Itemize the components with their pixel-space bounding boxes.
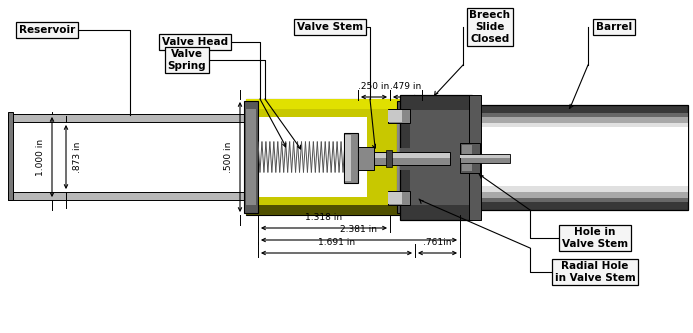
Bar	[397, 109, 407, 205]
Bar	[386, 150, 392, 167]
Text: Barrel: Barrel	[596, 22, 632, 32]
Bar	[248, 109, 407, 205]
Text: .479 in: .479 in	[390, 82, 421, 91]
Bar	[244, 101, 258, 213]
Text: 2.381 in: 2.381 in	[340, 225, 378, 234]
Bar	[477, 129, 688, 186]
Bar	[8, 112, 13, 200]
Bar	[477, 113, 688, 202]
Text: .500 in: .500 in	[224, 141, 233, 173]
Bar	[246, 99, 409, 109]
Text: 1.318 in: 1.318 in	[306, 213, 342, 222]
Bar	[388, 191, 410, 205]
Bar	[8, 114, 248, 122]
Text: .873 in: .873 in	[73, 141, 82, 173]
Bar	[400, 148, 472, 170]
Bar	[469, 95, 481, 220]
Bar	[8, 192, 248, 200]
Text: 1.000 in: 1.000 in	[36, 139, 45, 175]
Bar	[254, 117, 367, 197]
Bar	[388, 109, 410, 123]
Text: Reservoir: Reservoir	[19, 25, 75, 35]
Text: Valve Head: Valve Head	[162, 37, 228, 47]
Bar	[477, 117, 688, 198]
Bar	[460, 143, 480, 173]
Bar	[460, 155, 510, 158]
Text: .250 in: .250 in	[358, 82, 389, 91]
Bar	[477, 123, 688, 192]
Text: Valve
Spring: Valve Spring	[168, 49, 207, 71]
Bar	[246, 99, 409, 215]
Text: .761in: .761in	[423, 238, 452, 247]
Bar	[460, 154, 510, 163]
Bar	[246, 109, 256, 205]
Bar	[358, 147, 374, 170]
Bar	[345, 135, 351, 181]
Text: 1.691 in: 1.691 in	[318, 238, 355, 247]
Text: Breech
Slide
Closed: Breech Slide Closed	[469, 10, 511, 44]
Bar	[358, 152, 450, 165]
Bar	[388, 110, 402, 122]
Text: Valve Stem: Valve Stem	[297, 22, 363, 32]
Text: Hole in
Valve Stem: Hole in Valve Stem	[562, 227, 628, 249]
Bar	[246, 205, 409, 215]
Bar	[388, 192, 402, 204]
Bar	[397, 101, 411, 213]
Bar	[344, 133, 358, 183]
Text: Radial Hole
in Valve Stem: Radial Hole in Valve Stem	[554, 261, 635, 283]
Bar	[410, 110, 472, 205]
Bar	[358, 153, 450, 158]
Bar	[472, 105, 688, 210]
Bar	[400, 95, 472, 220]
Bar	[477, 127, 688, 131]
Bar	[462, 145, 472, 171]
